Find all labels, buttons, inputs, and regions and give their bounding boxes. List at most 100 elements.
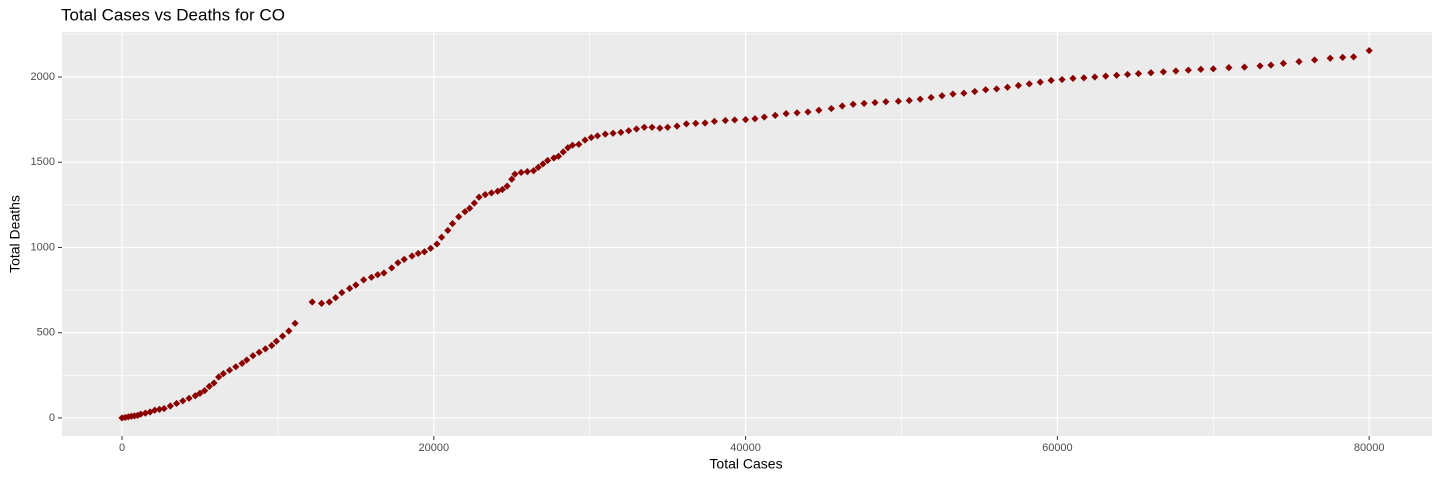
point	[1339, 53, 1347, 61]
point	[1113, 71, 1121, 79]
point	[1172, 67, 1180, 75]
x-tick-label: 80000	[1354, 442, 1385, 454]
y-tick-label: 0	[49, 412, 55, 424]
point	[1123, 70, 1132, 79]
point	[448, 220, 457, 228]
point	[617, 128, 625, 137]
point	[210, 379, 218, 387]
point	[517, 168, 525, 177]
point	[232, 363, 240, 371]
point	[640, 123, 648, 131]
point	[1134, 69, 1143, 78]
point	[325, 298, 333, 306]
point	[427, 244, 435, 252]
y-tick-label: 1000	[31, 241, 55, 253]
point	[1069, 74, 1077, 82]
point	[1091, 73, 1099, 81]
plot-background	[62, 32, 1432, 436]
point	[420, 248, 429, 256]
point	[185, 394, 193, 402]
point	[905, 96, 913, 105]
point	[1197, 65, 1205, 73]
point	[498, 185, 507, 194]
point	[741, 116, 750, 124]
point	[1184, 66, 1192, 74]
point	[137, 410, 145, 418]
point	[701, 119, 709, 127]
point	[360, 276, 368, 284]
point	[554, 152, 563, 160]
point	[529, 167, 538, 175]
point	[331, 294, 340, 302]
point	[146, 408, 154, 416]
point	[1267, 61, 1275, 69]
point	[751, 115, 759, 123]
point	[408, 252, 416, 260]
point	[731, 116, 739, 124]
point	[380, 269, 388, 277]
point	[1365, 46, 1373, 55]
point	[916, 95, 924, 103]
point	[860, 99, 868, 108]
point	[308, 298, 316, 306]
point	[559, 148, 567, 156]
point	[894, 97, 902, 105]
point	[172, 399, 181, 408]
point	[1058, 75, 1066, 84]
point	[992, 85, 1001, 93]
point	[346, 284, 354, 292]
point	[1147, 69, 1155, 77]
point	[1326, 54, 1334, 62]
point	[1225, 64, 1233, 72]
point	[971, 87, 979, 96]
point	[291, 319, 299, 327]
point	[782, 110, 790, 118]
x-tick-label: 20000	[419, 442, 450, 454]
point	[1256, 62, 1264, 70]
point	[1003, 83, 1012, 91]
point	[367, 273, 376, 281]
point	[388, 264, 396, 272]
point	[1240, 63, 1249, 71]
point	[352, 281, 360, 289]
point	[827, 104, 835, 113]
point	[982, 86, 990, 94]
point	[760, 113, 768, 121]
point	[581, 136, 589, 144]
point	[1036, 78, 1044, 86]
point	[534, 163, 542, 171]
point	[285, 327, 293, 335]
point	[249, 352, 257, 360]
point	[278, 332, 287, 340]
point	[338, 289, 346, 297]
point	[261, 345, 270, 353]
point	[804, 108, 812, 116]
point	[179, 397, 187, 405]
point	[692, 119, 700, 127]
x-tick-label: 60000	[1042, 442, 1073, 454]
point	[201, 387, 209, 395]
point	[268, 341, 276, 350]
point	[461, 208, 469, 216]
point	[710, 117, 719, 125]
point	[544, 156, 552, 165]
point	[272, 337, 280, 345]
point	[196, 389, 204, 397]
point	[938, 92, 946, 100]
point	[609, 129, 617, 137]
point	[656, 124, 664, 132]
point	[601, 130, 609, 138]
point	[838, 102, 846, 110]
point	[243, 356, 251, 364]
point	[151, 406, 159, 414]
point	[1025, 80, 1033, 88]
point	[523, 168, 531, 176]
point	[191, 392, 199, 400]
point	[508, 175, 516, 183]
point	[433, 240, 441, 248]
point	[481, 191, 489, 199]
point	[394, 259, 402, 267]
point	[215, 373, 223, 381]
point	[1209, 65, 1217, 73]
point	[166, 402, 174, 410]
